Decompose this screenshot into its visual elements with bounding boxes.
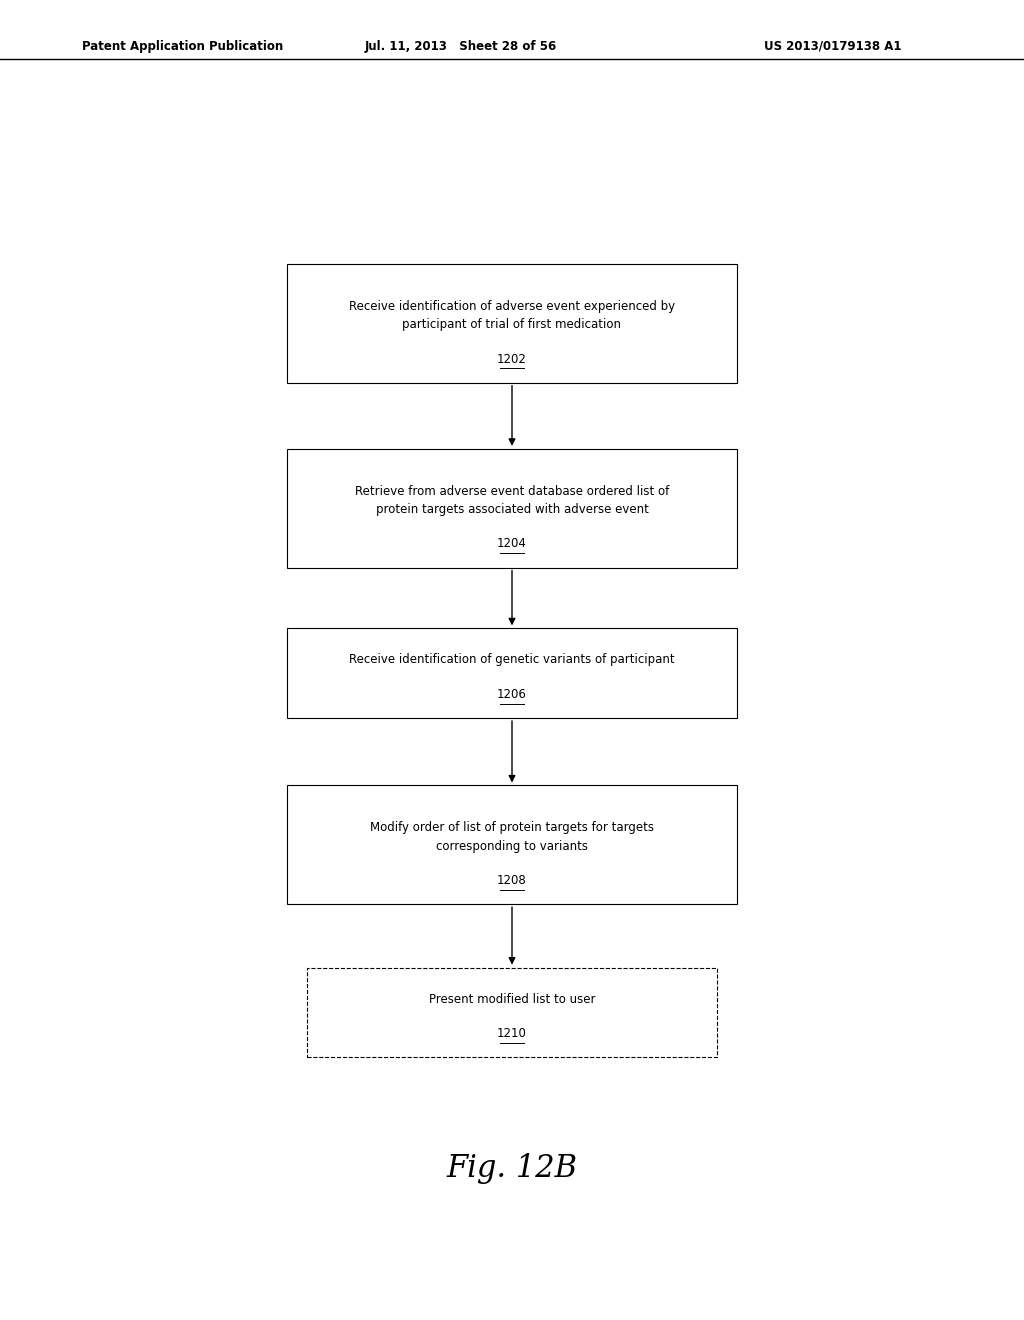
FancyBboxPatch shape bbox=[307, 968, 717, 1057]
Text: 1208: 1208 bbox=[497, 874, 527, 887]
Text: Jul. 11, 2013   Sheet 28 of 56: Jul. 11, 2013 Sheet 28 of 56 bbox=[365, 40, 557, 53]
Text: corresponding to variants: corresponding to variants bbox=[436, 840, 588, 853]
Text: Patent Application Publication: Patent Application Publication bbox=[82, 40, 284, 53]
Text: Receive identification of genetic variants of participant: Receive identification of genetic varian… bbox=[349, 653, 675, 667]
Text: US 2013/0179138 A1: US 2013/0179138 A1 bbox=[764, 40, 901, 53]
Text: Present modified list to user: Present modified list to user bbox=[429, 993, 595, 1006]
Text: 1204: 1204 bbox=[497, 537, 527, 550]
Text: participant of trial of first medication: participant of trial of first medication bbox=[402, 318, 622, 331]
Text: Receive identification of adverse event experienced by: Receive identification of adverse event … bbox=[349, 300, 675, 313]
Text: 1202: 1202 bbox=[497, 352, 527, 366]
Text: Modify order of list of protein targets for targets: Modify order of list of protein targets … bbox=[370, 821, 654, 834]
FancyBboxPatch shape bbox=[287, 449, 737, 568]
Text: 1206: 1206 bbox=[497, 688, 527, 701]
FancyBboxPatch shape bbox=[287, 785, 737, 904]
FancyBboxPatch shape bbox=[287, 628, 737, 718]
Text: Fig. 12B: Fig. 12B bbox=[446, 1152, 578, 1184]
FancyBboxPatch shape bbox=[287, 264, 737, 383]
Text: protein targets associated with adverse event: protein targets associated with adverse … bbox=[376, 503, 648, 516]
Text: Retrieve from adverse event database ordered list of: Retrieve from adverse event database ord… bbox=[355, 484, 669, 498]
Text: 1210: 1210 bbox=[497, 1027, 527, 1040]
